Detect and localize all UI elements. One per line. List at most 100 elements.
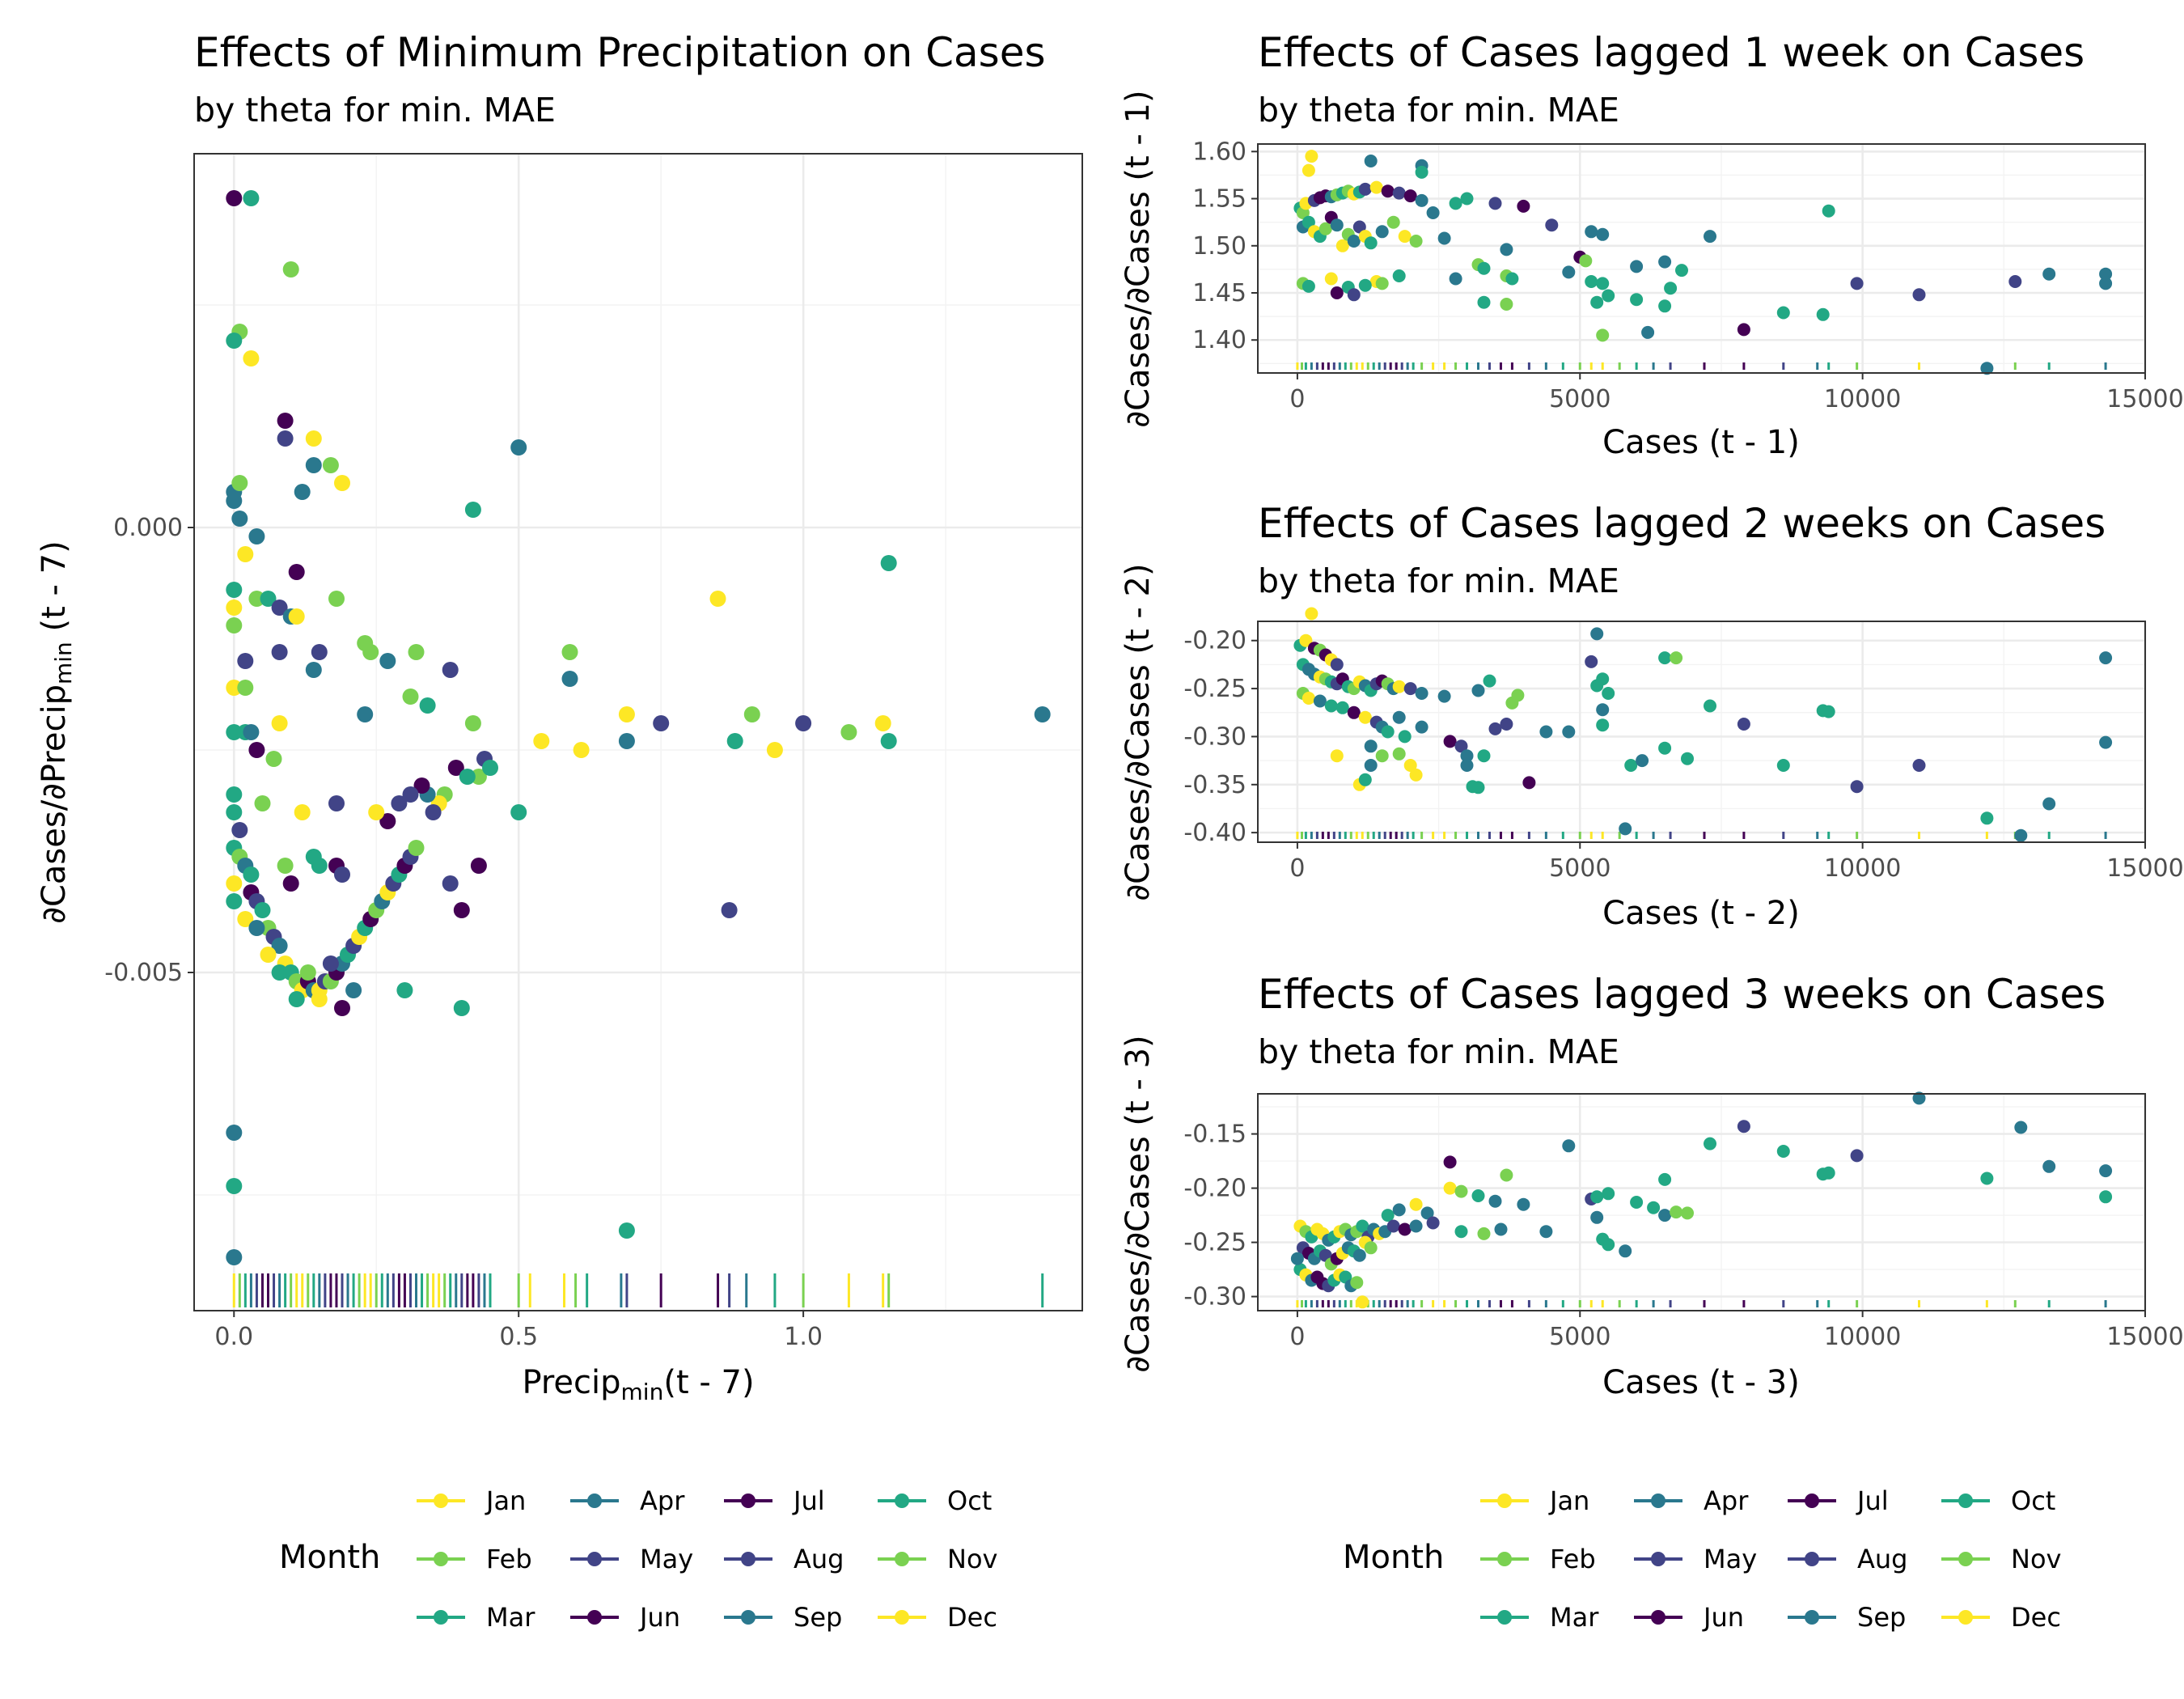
y-axis-label: ∂Cases/∂Cases (t - 2) [1120,563,1157,900]
data-point [470,858,487,874]
data-point [1704,699,1716,713]
data-point [334,866,350,883]
data-point [1658,741,1672,755]
x-tick-label: 5000 [1549,385,1610,413]
data-point [1596,328,1610,342]
legend-item-sep: Sep [1788,1602,1906,1633]
data-point [1912,288,1926,302]
data-point [260,591,277,607]
data-point [1364,739,1378,753]
y-tick-label: -0.40 [1183,819,1246,847]
legend-key-dot [434,1494,448,1508]
data-point [795,715,812,731]
data-point [573,742,590,758]
data-point [1302,692,1315,705]
data-point [1658,1172,1672,1186]
data-point [1386,1219,1400,1233]
data-point [243,350,260,366]
data-point [1375,277,1389,290]
y-tick-label: -0.30 [1183,722,1246,751]
data-point [874,715,891,731]
data-point [1477,1227,1491,1240]
legend-item-may: May [1634,1544,1757,1574]
data-point [1426,206,1440,219]
chart-title: Effects of Minimum Precipitation on Case… [194,29,1046,76]
data-point [1356,1219,1369,1233]
data-point [1364,759,1378,772]
data-point [231,822,248,838]
legend-item-apr: Apr [1634,1485,1749,1516]
legend-key-dot [1958,1610,1973,1625]
legend-item-oct: Oct [878,1485,992,1516]
data-point [1034,706,1051,722]
data-point [1670,1205,1683,1219]
data-point [1375,225,1389,239]
data-point [1347,288,1361,302]
x-tick-label: 5000 [1549,1323,1610,1351]
data-point [254,795,271,811]
data-point [1522,776,1536,790]
legend-label: Oct [2011,1485,2055,1516]
data-point [1398,730,1412,744]
legend-item-feb: Feb [1480,1544,1596,1574]
data-point [1737,323,1750,337]
data-points [226,190,1051,1265]
data-point [311,644,328,660]
data-point [288,564,305,580]
data-point [231,475,248,491]
data-point [470,769,487,785]
data-point [1585,655,1598,668]
data-point [766,742,783,758]
data-point [1596,227,1610,241]
data-point [1664,282,1678,295]
data-point [1590,1210,1604,1224]
data-point [1369,180,1383,194]
x-tick-label: 1.0 [784,1323,823,1351]
chart-cases-lag-3: Effects of Cases lagged 3 weeks on Cases… [1120,971,2184,1401]
legend-label: Apr [1704,1485,1749,1516]
data-point [1454,1225,1468,1239]
data-point [2099,277,2113,290]
legend-item-feb: Feb [417,1544,532,1574]
data-point [1488,197,1502,210]
data-point [226,893,243,909]
legend-key-dot [1497,1552,1512,1566]
legend-key-dot [1805,1494,1819,1508]
legend-title: Month [279,1539,380,1576]
legend-item-nov: Nov [878,1544,997,1574]
grid-lines [1258,1094,2147,1311]
data-point [1409,1197,1423,1211]
data-point [1912,759,1926,772]
legend-item-aug: Aug [1788,1544,1907,1574]
data-point [1776,306,1790,320]
data-point [408,840,425,856]
data-point [226,190,243,206]
data-point [1500,243,1513,256]
data-point [1358,710,1372,724]
data-point [1305,607,1318,621]
legend-label: Feb [1550,1544,1596,1574]
data-point [1403,189,1417,203]
y-tick-label: 1.45 [1192,279,1246,307]
data-point [1398,1222,1412,1236]
legend-key-dot [1497,1610,1512,1625]
data-point [1460,192,1474,205]
data-point [1352,220,1366,234]
legend-key-dot [1805,1610,1819,1625]
x-tick-label: 0 [1289,1323,1305,1351]
legend-key-dot [895,1494,909,1508]
data-point [1500,298,1513,311]
data-point [1460,759,1474,772]
data-point [1335,701,1349,714]
tick-labels: 0 5000 10000 15000 1.40 1.45 1.50 1.55 1.60 [1192,138,2184,413]
legend-item-jul: Jul [1788,1485,1889,1516]
legend-item-apr: Apr [570,1485,685,1516]
legend-label: Nov [2011,1544,2061,1574]
data-point [442,662,459,678]
data-point [1477,749,1491,763]
tick-labels: 0 5000 10000 15000 -0.40 -0.35 -0.30 -0.25 -0.20 [1183,627,2183,883]
data-point [311,858,328,874]
data-point [1619,1244,1632,1258]
data-point [322,955,339,972]
